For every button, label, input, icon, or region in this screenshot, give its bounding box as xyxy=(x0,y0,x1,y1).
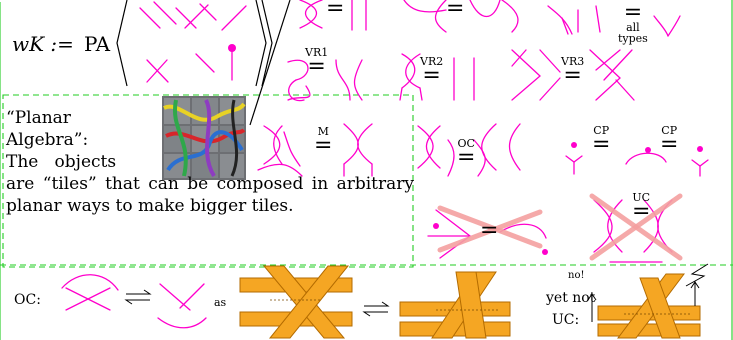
relation-uc: UC = xyxy=(632,191,651,224)
relation-vr1: VR1 = xyxy=(305,46,329,79)
definition-lhs: wK := xyxy=(12,32,74,56)
uc-label: UC: xyxy=(552,312,580,328)
band-tile-3 xyxy=(587,263,709,339)
relation-oc: OC = xyxy=(457,137,476,170)
band-tile-2 xyxy=(399,271,511,339)
relation-top-a: = xyxy=(326,0,345,21)
pa-line-1: “Planar xyxy=(6,108,71,128)
relation-top-b: = xyxy=(446,0,465,21)
pa-line-2: Algebra”: xyxy=(6,130,89,150)
relation-vr2: VR2 = xyxy=(420,55,444,88)
relation-vr3: VR3 = xyxy=(561,55,585,88)
relation-all-types: = all types xyxy=(618,0,648,45)
top-relations xyxy=(299,0,681,37)
oc-label: OC: xyxy=(14,292,41,308)
band-tile-1 xyxy=(239,265,353,339)
pa-brackets xyxy=(116,0,291,126)
relation-crossed-out: = xyxy=(480,218,499,243)
oc-realisation xyxy=(61,274,207,329)
generator-tiles xyxy=(139,1,247,83)
relation-m: M = xyxy=(314,125,333,158)
pa-line-3: The objects xyxy=(6,152,117,172)
planar-algebra-description: “Planar Algebra”: The objects are “tiles… xyxy=(6,107,414,217)
no-label: no! xyxy=(568,270,585,281)
as-label: as xyxy=(214,296,227,309)
pa-line-4: are “tiles” that can be composed in arbi… xyxy=(6,174,414,216)
lightning-icon xyxy=(685,263,709,287)
vr-relations xyxy=(287,49,635,102)
cap-dot-icon xyxy=(645,147,651,153)
cap-dot-icon xyxy=(571,142,577,148)
uc-crossed-out xyxy=(427,193,683,263)
cap-dot-icon xyxy=(697,146,703,152)
yet-not-label: yet not xyxy=(546,290,596,306)
relation-cp-2: CP = xyxy=(660,124,679,157)
planar-algebra-tiles-image xyxy=(162,96,246,180)
m-oc-cp-relations xyxy=(257,123,709,177)
relation-cp-1: CP = xyxy=(592,124,611,157)
definition-pa: PA xyxy=(84,32,111,56)
cap-dot-icon xyxy=(542,249,548,255)
oc-arrow xyxy=(362,301,390,317)
cap-dot-icon xyxy=(228,44,236,52)
cap-dot-icon xyxy=(433,223,439,229)
